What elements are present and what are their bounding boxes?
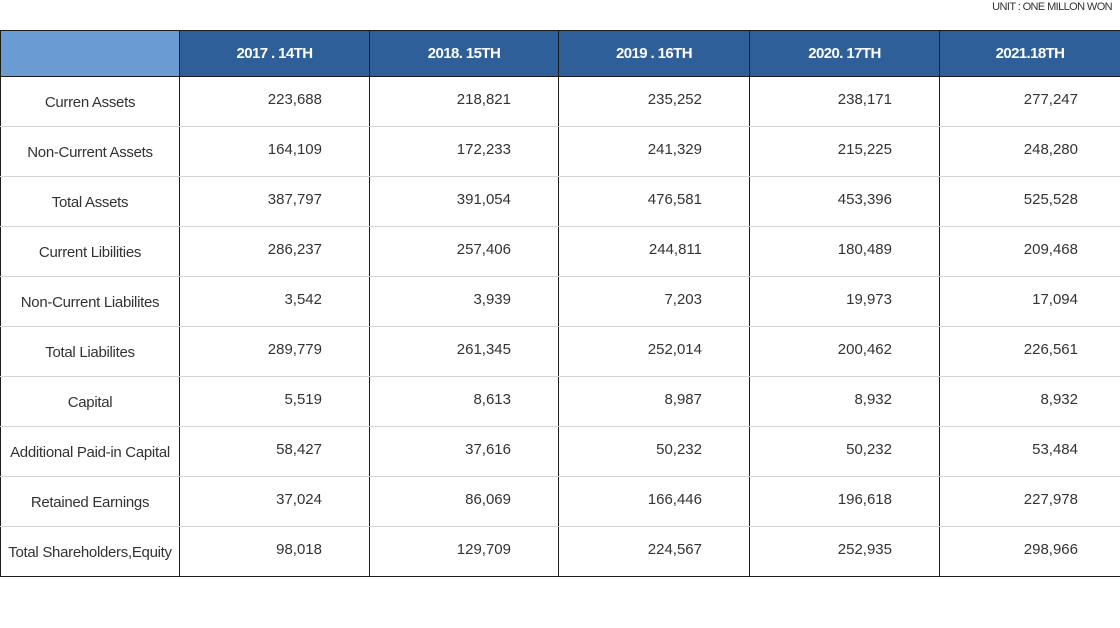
table-cell: 252,935 bbox=[749, 526, 940, 577]
row-label: Capital bbox=[0, 376, 180, 427]
table-cell: 200,462 bbox=[749, 326, 940, 377]
header-row: 2017 . 14TH 2018. 15TH 2019 . 16TH 2020.… bbox=[0, 30, 1120, 77]
table-cell: 257,406 bbox=[369, 226, 559, 277]
table-cell: 8,613 bbox=[369, 376, 559, 427]
table-cell: 86,069 bbox=[369, 476, 559, 527]
table-cell: 248,280 bbox=[939, 126, 1120, 177]
table-cell: 50,232 bbox=[558, 426, 750, 477]
table-row: Additional Paid-in Capital 58,427 37,616… bbox=[0, 426, 1120, 477]
table-cell: 252,014 bbox=[558, 326, 750, 377]
table-row: Curren Assets 223,688 218,821 235,252 23… bbox=[0, 76, 1120, 127]
table-cell: 50,232 bbox=[749, 426, 940, 477]
table-cell: 209,468 bbox=[939, 226, 1120, 277]
table-row: Retained Earnings 37,024 86,069 166,446 … bbox=[0, 476, 1120, 527]
row-label: Additional Paid-in Capital bbox=[0, 426, 180, 477]
table-cell: 227,978 bbox=[939, 476, 1120, 527]
table-cell: 164,109 bbox=[179, 126, 370, 177]
table-cell: 58,427 bbox=[179, 426, 370, 477]
table-cell: 166,446 bbox=[558, 476, 750, 527]
table-row: Non-Current Assets 164,109 172,233 241,3… bbox=[0, 126, 1120, 177]
table-cell: 8,932 bbox=[939, 376, 1120, 427]
row-label: Non-Current Liabilites bbox=[0, 276, 180, 327]
table-cell: 226,561 bbox=[939, 326, 1120, 377]
table-row: Total Liabilites 289,779 261,345 252,014… bbox=[0, 326, 1120, 377]
row-label: Curren Assets bbox=[0, 76, 180, 127]
table-cell: 218,821 bbox=[369, 76, 559, 127]
table-cell: 241,329 bbox=[558, 126, 750, 177]
table-cell: 238,171 bbox=[749, 76, 940, 127]
table-cell: 8,987 bbox=[558, 376, 750, 427]
table-cell: 298,966 bbox=[939, 526, 1120, 577]
table-row: Current Libilities 286,237 257,406 244,8… bbox=[0, 226, 1120, 277]
column-header-2019: 2019 . 16TH bbox=[558, 30, 750, 77]
table-cell: 223,688 bbox=[179, 76, 370, 127]
row-label: Total Shareholders,Equity bbox=[0, 526, 180, 577]
financial-table: 2017 . 14TH 2018. 15TH 2019 . 16TH 2020.… bbox=[0, 30, 1120, 577]
row-label: Total Assets bbox=[0, 176, 180, 227]
table-cell: 235,252 bbox=[558, 76, 750, 127]
table-cell: 19,973 bbox=[749, 276, 940, 327]
table-cell: 453,396 bbox=[749, 176, 940, 227]
row-label: Total Liabilites bbox=[0, 326, 180, 377]
row-label: Non-Current Assets bbox=[0, 126, 180, 177]
table-cell: 286,237 bbox=[179, 226, 370, 277]
table-cell: 476,581 bbox=[558, 176, 750, 227]
table-cell: 98,018 bbox=[179, 526, 370, 577]
table-cell: 7,203 bbox=[558, 276, 750, 327]
table-row: Capital 5,519 8,613 8,987 8,932 8,932 bbox=[0, 376, 1120, 427]
table-cell: 8,932 bbox=[749, 376, 940, 427]
row-label: Retained Earnings bbox=[0, 476, 180, 527]
table-cell: 180,489 bbox=[749, 226, 940, 277]
table-cell: 277,247 bbox=[939, 76, 1120, 127]
table-cell: 3,939 bbox=[369, 276, 559, 327]
column-header-2021: 2021.18TH bbox=[939, 30, 1120, 77]
unit-label: UNIT : ONE MILLON WON bbox=[992, 1, 1112, 13]
table-cell: 525,528 bbox=[939, 176, 1120, 227]
table-cell: 37,616 bbox=[369, 426, 559, 477]
table-cell: 261,345 bbox=[369, 326, 559, 377]
table-cell: 196,618 bbox=[749, 476, 940, 527]
column-header-2017: 2017 . 14TH bbox=[179, 30, 370, 77]
table-cell: 387,797 bbox=[179, 176, 370, 227]
table-cell: 172,233 bbox=[369, 126, 559, 177]
column-header-2018: 2018. 15TH bbox=[369, 30, 559, 77]
table-cell: 224,567 bbox=[558, 526, 750, 577]
header-corner-cell bbox=[0, 30, 180, 77]
table-row: Total Shareholders,Equity 98,018 129,709… bbox=[0, 526, 1120, 577]
table-cell: 215,225 bbox=[749, 126, 940, 177]
table-cell: 37,024 bbox=[179, 476, 370, 527]
table-row: Non-Current Liabilites 3,542 3,939 7,203… bbox=[0, 276, 1120, 327]
table-cell: 3,542 bbox=[179, 276, 370, 327]
table-row: Total Assets 387,797 391,054 476,581 453… bbox=[0, 176, 1120, 227]
table-cell: 53,484 bbox=[939, 426, 1120, 477]
table-cell: 5,519 bbox=[179, 376, 370, 427]
column-header-2020: 2020. 17TH bbox=[749, 30, 940, 77]
row-label: Current Libilities bbox=[0, 226, 180, 277]
table-cell: 17,094 bbox=[939, 276, 1120, 327]
table-cell: 244,811 bbox=[558, 226, 750, 277]
table-cell: 391,054 bbox=[369, 176, 559, 227]
table-cell: 289,779 bbox=[179, 326, 370, 377]
table-cell: 129,709 bbox=[369, 526, 559, 577]
